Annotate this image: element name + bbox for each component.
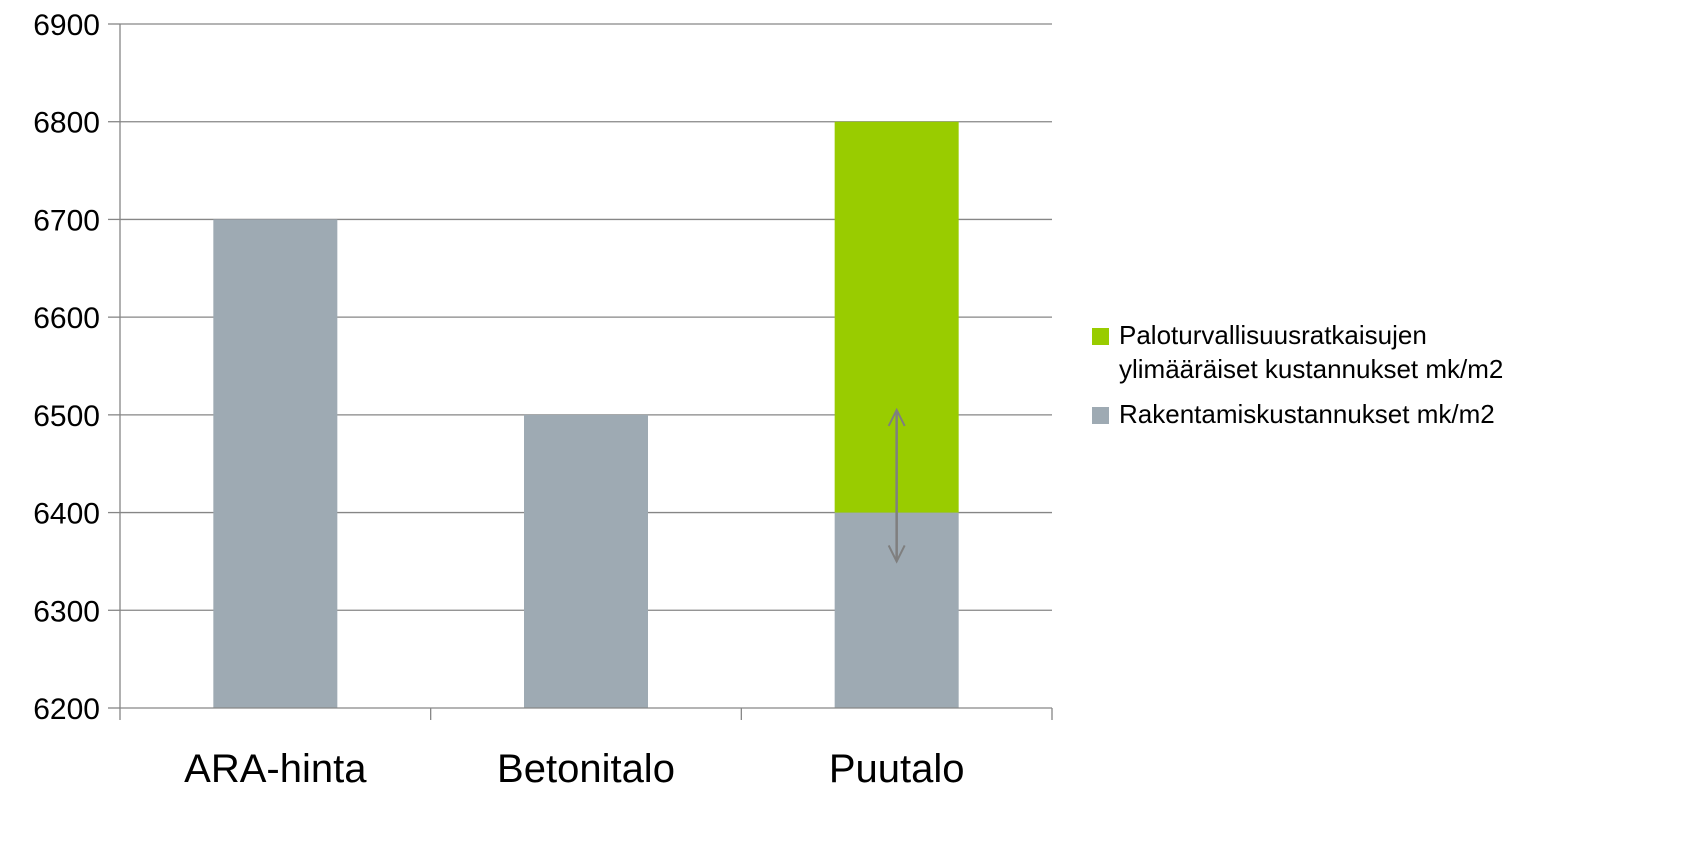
x-category-label: ARA-hinta [184,747,367,791]
y-tick-label: 6200 [33,693,100,726]
y-axis-tick-labels: 6200 6300 6400 6500 6600 6700 6800 6900 [33,9,100,726]
y-tick-label: 6700 [33,204,100,237]
y-tick-label: 6400 [33,498,100,531]
x-axis-category-labels: ARA-hinta Betonitalo Puutalo [184,747,964,791]
bars [213,121,959,708]
y-tick-label: 6500 [33,400,100,433]
y-tick-label: 6300 [33,595,100,628]
legend-label: Paloturvallisuusratkaisujen ylimääräiset … [1119,320,1503,384]
bar-construction-0 [213,219,338,708]
x-category-label: Betonitalo [497,747,675,791]
y-tick-label: 6900 [33,9,100,42]
x-category-label: Puutalo [829,747,965,791]
legend: Paloturvallisuusratkaisujen ylimääräiset … [1092,320,1503,429]
legend-label: Rakentamiskustannukset mk/m2 [1119,399,1495,429]
axes [108,23,1053,720]
y-tick-label: 6600 [33,302,100,335]
legend-item: Rakentamiskustannukset mk/m2 [1092,399,1495,429]
legend-swatch [1092,328,1109,345]
y-tick-label: 6800 [33,107,100,140]
legend-item: Paloturvallisuusratkaisujen ylimääräiset … [1092,320,1503,384]
bar-construction-1 [524,414,648,708]
legend-swatch [1092,407,1109,424]
